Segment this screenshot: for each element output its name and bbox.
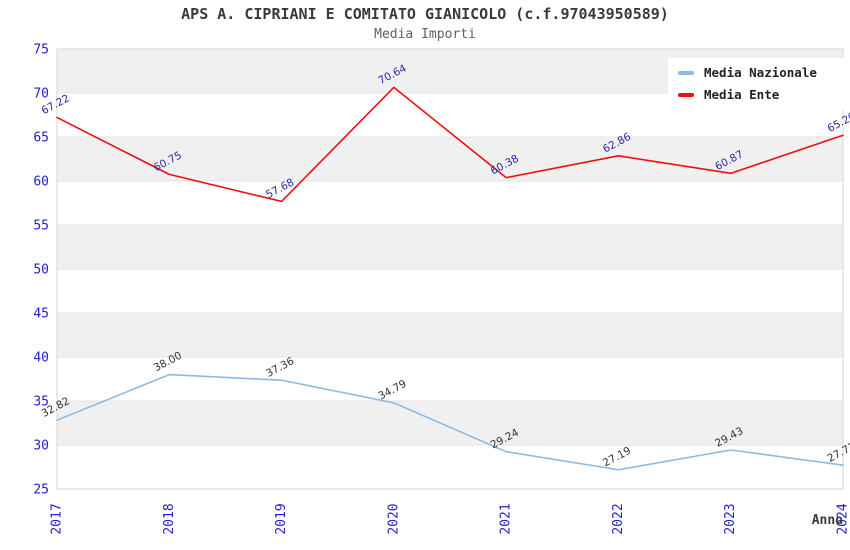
chart-subtitle: Media Importi bbox=[374, 27, 476, 42]
legend: Media Nazionale Media Ente bbox=[668, 58, 848, 110]
svg-text:35: 35 bbox=[33, 395, 49, 410]
svg-text:2020: 2020 bbox=[386, 503, 401, 534]
svg-text:70: 70 bbox=[33, 87, 49, 102]
svg-text:2022: 2022 bbox=[611, 503, 626, 534]
svg-text:2023: 2023 bbox=[723, 503, 738, 534]
y-axis-title: Media bbox=[0, 248, 2, 287]
legend-item-media-nazionale: Media Nazionale bbox=[678, 65, 838, 80]
svg-text:2021: 2021 bbox=[499, 503, 514, 534]
svg-text:30: 30 bbox=[33, 439, 49, 454]
svg-text:75: 75 bbox=[33, 43, 49, 58]
svg-text:55: 55 bbox=[33, 219, 49, 234]
svg-text:45: 45 bbox=[33, 307, 49, 322]
svg-text:65: 65 bbox=[33, 131, 49, 146]
svg-text:2019: 2019 bbox=[274, 503, 289, 534]
legend-swatch-media-ente bbox=[678, 92, 694, 97]
svg-text:60: 60 bbox=[33, 175, 49, 190]
svg-text:50: 50 bbox=[33, 263, 49, 278]
series-line-media-nazionale bbox=[56, 373, 844, 471]
x-tick-labels: 2017 2018 2019 2020 2021 2022 2023 2024 bbox=[50, 503, 850, 534]
legend-label: Media Nazionale bbox=[704, 65, 817, 80]
svg-text:2024: 2024 bbox=[836, 503, 850, 534]
x-axis-title: Anno bbox=[811, 513, 843, 528]
svg-text:2017: 2017 bbox=[50, 503, 65, 534]
series-line-media-ente bbox=[56, 86, 844, 203]
plot-border bbox=[56, 48, 844, 490]
legend-item-media-ente: Media Ente bbox=[678, 87, 838, 102]
svg-text:25: 25 bbox=[33, 483, 49, 498]
legend-swatch-media-nazionale bbox=[678, 70, 694, 75]
svg-text:2018: 2018 bbox=[162, 503, 177, 534]
y-tick-labels: 75 70 65 60 55 50 45 40 35 30 25 bbox=[33, 43, 49, 498]
svg-text:40: 40 bbox=[33, 351, 49, 366]
chart-title: APS A. CIPRIANI E COMITATO GIANICOLO (c.… bbox=[181, 5, 669, 23]
legend-label: Media Ente bbox=[704, 87, 780, 102]
